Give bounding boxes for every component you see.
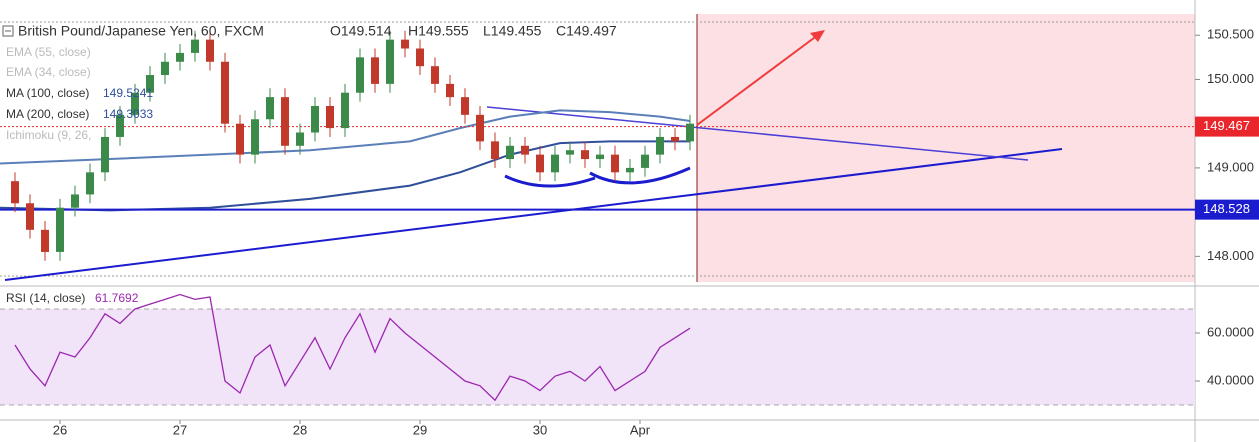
candle-body bbox=[356, 57, 364, 93]
pattern-arc bbox=[504, 174, 596, 188]
y-tick-label: 150.000 bbox=[1207, 71, 1254, 86]
indicator-label: Ichimoku (9, 26, bbox=[6, 128, 91, 142]
candle-body bbox=[656, 136, 664, 155]
x-tick-label: 28 bbox=[293, 422, 307, 437]
forecast-arrow bbox=[696, 31, 823, 126]
candle-body bbox=[296, 132, 304, 146]
forecast-zone bbox=[697, 14, 1195, 282]
pattern-arc bbox=[589, 166, 691, 185]
candle-body bbox=[161, 61, 169, 76]
candle-body bbox=[341, 92, 349, 129]
chart-title: British Pound/Japanese Yen, 60, FXCM bbox=[18, 23, 264, 39]
x-tick-label: 29 bbox=[413, 422, 427, 437]
candle-body bbox=[371, 57, 379, 84]
candle-body bbox=[116, 114, 124, 137]
indicator-label: EMA (55, close) bbox=[6, 45, 91, 59]
candle-body bbox=[281, 97, 289, 146]
candle-body bbox=[311, 105, 319, 133]
price-tag bbox=[1195, 199, 1259, 220]
ohlc-high: H149.555 bbox=[408, 23, 469, 39]
ohlc-low: L149.455 bbox=[483, 23, 542, 39]
y-tick-label: 148.000 bbox=[1207, 248, 1254, 263]
ohlc-close: C149.497 bbox=[556, 23, 617, 39]
candle-body bbox=[431, 66, 439, 84]
candle-body bbox=[491, 141, 499, 160]
candle-body bbox=[236, 123, 244, 155]
collapse-icon[interactable] bbox=[2, 25, 14, 37]
y-tick-label: 40.0000 bbox=[1207, 372, 1254, 387]
candle-body bbox=[71, 194, 79, 208]
indicator-label: EMA (34, close) bbox=[6, 65, 91, 79]
candle-body bbox=[476, 114, 484, 142]
candle-body bbox=[26, 203, 34, 230]
candle-body bbox=[551, 154, 559, 173]
price-tag bbox=[1195, 116, 1259, 137]
candle-body bbox=[266, 97, 274, 120]
candle-body bbox=[101, 136, 109, 173]
trend-line bbox=[4, 148, 1063, 281]
moving-average bbox=[0, 109, 691, 165]
candle-body bbox=[11, 181, 19, 204]
x-tick-label: 30 bbox=[533, 422, 547, 437]
y-tick-label: 150.500 bbox=[1207, 27, 1254, 42]
arrow-head bbox=[810, 30, 825, 42]
candle-body bbox=[206, 39, 214, 62]
y-tick-label: 149.000 bbox=[1207, 159, 1254, 174]
candle-body bbox=[641, 154, 649, 168]
candle-body bbox=[251, 119, 259, 155]
y-tick-label: 60.0000 bbox=[1207, 324, 1254, 339]
candle-body bbox=[596, 154, 604, 160]
candle-body bbox=[131, 92, 139, 115]
candle-body bbox=[41, 229, 49, 252]
candle-body bbox=[221, 61, 229, 124]
x-tick-label: 26 bbox=[53, 422, 67, 437]
candle-body bbox=[416, 48, 424, 67]
candle-body bbox=[536, 154, 544, 173]
candle-body bbox=[521, 145, 529, 155]
candle-body bbox=[86, 172, 94, 195]
x-tick-label: Apr bbox=[630, 422, 651, 437]
indicator-value: 149.5241 bbox=[103, 86, 153, 100]
candle-body bbox=[56, 207, 64, 252]
candle-body bbox=[611, 154, 619, 173]
candle-body bbox=[461, 97, 469, 115]
price-tag-label: 148.528 bbox=[1203, 201, 1250, 216]
candle-body bbox=[176, 52, 184, 62]
candle-body bbox=[386, 39, 394, 84]
x-tick-label: 27 bbox=[173, 422, 187, 437]
indicator-label: MA (200, close) bbox=[6, 107, 89, 121]
rsi-band bbox=[0, 308, 1195, 405]
candle-body bbox=[191, 39, 199, 53]
ohlc-open: O149.514 bbox=[330, 23, 392, 39]
candle-body bbox=[326, 105, 334, 129]
candle-body bbox=[146, 75, 154, 93]
candle-body bbox=[581, 150, 589, 160]
candle-body bbox=[506, 145, 514, 160]
candle-body bbox=[626, 167, 634, 173]
indicator-label: MA (100, close) bbox=[6, 86, 89, 100]
candle-body bbox=[566, 150, 574, 155]
candle-body bbox=[401, 39, 409, 49]
rsi-title: RSI (14, close) bbox=[6, 291, 85, 305]
rsi-line bbox=[14, 293, 691, 402]
indicator-value: 149.3033 bbox=[103, 107, 153, 121]
candle-body bbox=[446, 83, 454, 98]
price-tag-label: 149.467 bbox=[1203, 118, 1250, 133]
candle-body bbox=[671, 136, 679, 142]
trend-line bbox=[486, 106, 1029, 161]
candle-body bbox=[686, 123, 694, 142]
rsi-value: 61.7692 bbox=[95, 291, 139, 305]
